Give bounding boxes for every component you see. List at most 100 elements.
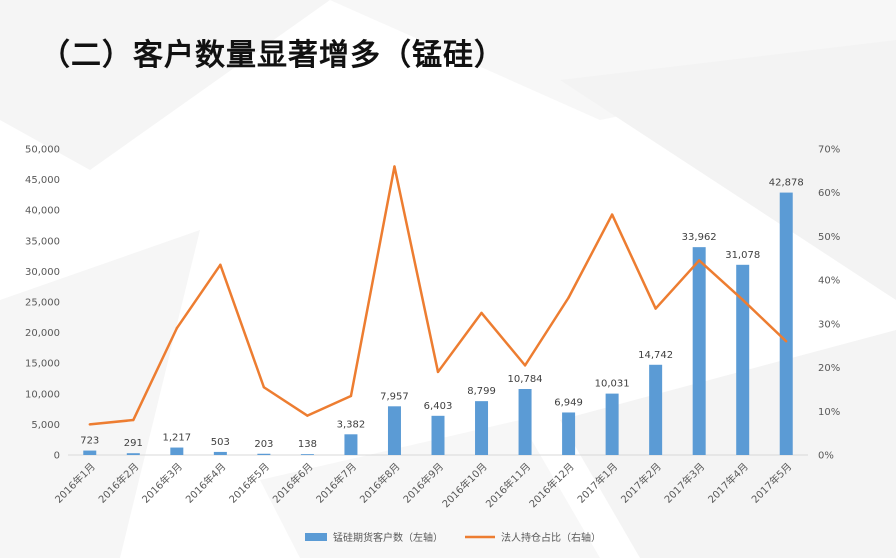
bar-data-label: 42,878 bbox=[769, 178, 804, 189]
bar-data-label: 3,382 bbox=[337, 419, 366, 430]
bar-data-label: 503 bbox=[211, 437, 230, 448]
left-tick-label: 25,000 bbox=[25, 298, 60, 309]
x-tick-label: 2016年5月 bbox=[226, 460, 272, 506]
bar bbox=[692, 247, 706, 455]
bar bbox=[344, 434, 358, 455]
right-axis: 0% 10% 20% 30% 40% 50% 60% 70% bbox=[818, 145, 840, 462]
left-tick-label: 50,000 bbox=[25, 145, 60, 156]
line-point bbox=[393, 165, 396, 168]
line-point bbox=[88, 423, 91, 426]
x-tick-label: 2017年5月 bbox=[749, 460, 795, 506]
line-point bbox=[785, 340, 788, 343]
x-tick-label: 2016年2月 bbox=[96, 460, 142, 506]
bar bbox=[170, 447, 184, 455]
left-tick-label: 15,000 bbox=[25, 359, 60, 370]
left-tick-label: 35,000 bbox=[25, 236, 60, 247]
bar bbox=[649, 364, 663, 455]
page-title: （二）客户数量显著增多（锰硅） bbox=[40, 38, 505, 73]
left-tick-label: 30,000 bbox=[25, 267, 60, 278]
line-point bbox=[306, 414, 309, 417]
x-tick-label: 2016年9月 bbox=[400, 460, 446, 506]
x-tick-labels: 2016年1月 2016年2月 2016年3月 2016年4月 2016年5月 2016年… bbox=[52, 460, 794, 510]
bar-data-label: 33,962 bbox=[682, 232, 717, 243]
bar bbox=[257, 453, 271, 455]
bar-data-label: 7,957 bbox=[380, 391, 409, 402]
left-tick-label: 40,000 bbox=[25, 206, 60, 217]
x-tick-label: 2016年12月 bbox=[526, 460, 576, 510]
line-point bbox=[654, 307, 657, 310]
bar bbox=[562, 412, 576, 455]
bar-data-label: 6,949 bbox=[554, 397, 583, 408]
line-series bbox=[88, 165, 788, 426]
bar bbox=[126, 453, 140, 455]
right-tick-label: 40% bbox=[818, 276, 840, 287]
bar-data-label: 138 bbox=[298, 439, 317, 450]
bar bbox=[300, 454, 314, 455]
bar-data-label: 10,031 bbox=[595, 379, 630, 390]
x-tick-label: 2016年11月 bbox=[483, 460, 533, 510]
bar bbox=[475, 401, 489, 455]
bar-data-label: 723 bbox=[80, 436, 99, 447]
right-tick-label: 20% bbox=[818, 363, 840, 374]
bar bbox=[387, 406, 401, 455]
bar bbox=[736, 264, 750, 455]
line-point bbox=[697, 259, 701, 262]
x-tick-label: 2017年4月 bbox=[705, 460, 751, 506]
x-tick-label: 2016年1月 bbox=[52, 460, 98, 506]
line-point bbox=[175, 327, 179, 330]
legend-label-bar: 锰硅期货客户数（左轴） bbox=[333, 531, 443, 544]
legend-label-line: 法人持仓占比（右轴） bbox=[501, 531, 601, 544]
bar-data-label: 31,078 bbox=[725, 250, 760, 261]
left-tick-label: 20,000 bbox=[25, 328, 60, 339]
bar-data-label: 291 bbox=[124, 438, 143, 449]
line-point bbox=[610, 213, 614, 216]
line-point bbox=[132, 418, 135, 422]
line-point bbox=[436, 370, 440, 374]
right-tick-label: 60% bbox=[818, 188, 840, 199]
x-tick-label: 2016年10月 bbox=[439, 460, 489, 510]
line-point bbox=[262, 386, 266, 389]
line-point bbox=[567, 296, 570, 299]
right-tick-label: 70% bbox=[818, 145, 840, 156]
left-tick-label: 45,000 bbox=[25, 175, 60, 186]
x-tick-label: 2017年1月 bbox=[574, 460, 620, 506]
bar bbox=[518, 389, 532, 455]
bar bbox=[605, 393, 619, 455]
bar bbox=[213, 451, 227, 455]
left-tick-label: 0 bbox=[54, 451, 60, 462]
right-tick-label: 0% bbox=[818, 451, 834, 462]
bar-data-label: 203 bbox=[254, 439, 273, 450]
bar bbox=[779, 192, 793, 455]
x-tick-label: 2016年7月 bbox=[313, 460, 359, 506]
legend: 锰硅期货客户数（左轴） 法人持仓占比（右轴） bbox=[305, 531, 601, 544]
line-point bbox=[219, 263, 222, 267]
bar bbox=[83, 450, 97, 455]
legend-swatch-bar bbox=[305, 533, 327, 541]
bar-data-labels: 723 291 1,217 503 203 138 3,382 7,957 6,403 8,799… bbox=[80, 178, 804, 451]
line-path bbox=[89, 165, 788, 426]
line-point bbox=[523, 364, 527, 367]
left-tick-label: 5,000 bbox=[31, 420, 60, 431]
x-tick-label: 2016年4月 bbox=[183, 460, 229, 506]
right-tick-label: 30% bbox=[818, 319, 840, 330]
bar bbox=[431, 415, 445, 455]
x-tick-label: 2016年6月 bbox=[270, 460, 316, 506]
x-tick-label: 2016年8月 bbox=[357, 460, 403, 506]
right-tick-label: 10% bbox=[818, 407, 840, 418]
right-tick-label: 50% bbox=[818, 232, 840, 243]
bar-series bbox=[83, 192, 793, 455]
left-tick-label: 10,000 bbox=[25, 389, 60, 400]
left-axis: 0 5,000 10,000 15,000 20,000 25,000 30,000 35,0… bbox=[25, 145, 60, 462]
line-point bbox=[741, 298, 744, 302]
x-tick-label: 2017年3月 bbox=[661, 460, 707, 506]
x-tick-label: 2017年2月 bbox=[618, 460, 664, 506]
line-point bbox=[349, 394, 353, 398]
x-tick-label: 2016年3月 bbox=[139, 460, 185, 506]
bar-data-label: 6,403 bbox=[424, 401, 453, 412]
bar-data-label: 1,217 bbox=[163, 433, 192, 444]
bar-data-label: 14,742 bbox=[638, 350, 673, 361]
line-point bbox=[480, 311, 483, 315]
bar-data-label: 8,799 bbox=[467, 386, 496, 397]
